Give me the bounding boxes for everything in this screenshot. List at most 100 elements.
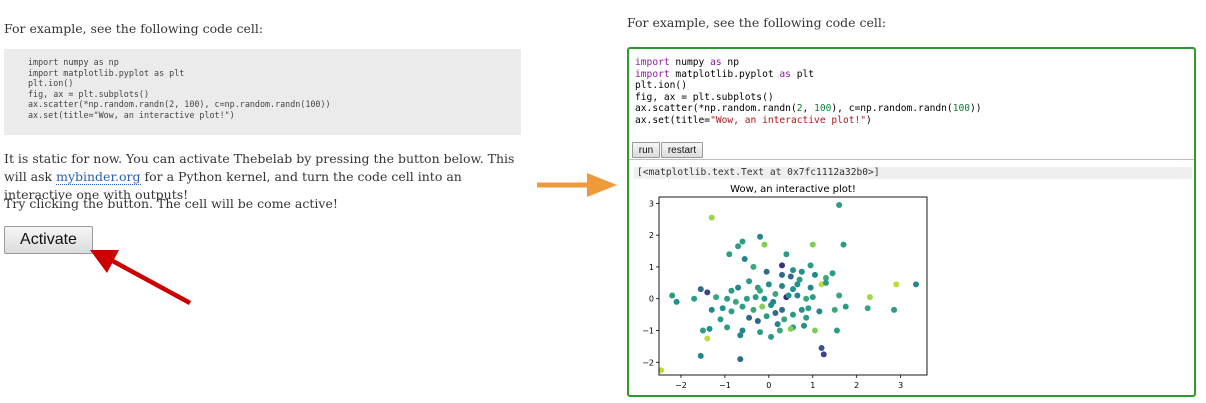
scatter-point (728, 287, 735, 294)
scatter-point (658, 367, 665, 374)
scatter-point (737, 356, 744, 363)
scatter-point (798, 306, 805, 313)
scatter-point (719, 305, 726, 312)
scatter-point (726, 251, 733, 258)
y-tick-label: 1 (649, 263, 654, 272)
scatter-point (761, 241, 768, 248)
scatter-point (673, 298, 680, 305)
scatter-point (822, 275, 829, 282)
scatter-point (750, 306, 757, 313)
y-tick-label: 2 (649, 231, 654, 240)
scatter-point (836, 201, 843, 208)
scatter-point (811, 271, 818, 278)
code-line: import numpy as np (635, 57, 739, 68)
x-tick-label: 1 (810, 381, 815, 390)
code-line: fig, ax = plt.subplots() (635, 91, 774, 103)
scatter-point (866, 294, 873, 301)
scatter-point (717, 316, 724, 323)
scatter-point (829, 270, 836, 277)
plot-title: Wow, an interactive plot! (730, 184, 856, 195)
scatter-point (691, 295, 698, 302)
scatter-point (836, 292, 843, 299)
scatter-point (790, 267, 796, 274)
scatter-point (805, 305, 812, 312)
scatter-point (893, 281, 900, 288)
scatter-point (794, 292, 801, 299)
scatter-point (772, 290, 779, 297)
scatter-point (779, 262, 786, 269)
scatter-point (743, 295, 750, 302)
plot-frame (658, 196, 928, 376)
run-button[interactable]: run (632, 142, 660, 158)
scatter-point (763, 268, 770, 275)
scatter-point (772, 310, 779, 317)
x-tick-label: 0 (766, 381, 771, 390)
scatter-point (737, 332, 744, 339)
orange-arrow-icon (537, 173, 617, 197)
scatter-point (779, 283, 786, 289)
scatter-point (790, 311, 796, 318)
x-tick-label: 2 (854, 381, 859, 390)
scatter-point (822, 279, 829, 286)
intro-text-left: For example, see the following code cell… (4, 21, 264, 36)
scatter-point (809, 294, 816, 301)
scatter-point (708, 214, 715, 221)
scatter-point (774, 321, 781, 328)
y-tick-label: 3 (649, 199, 654, 208)
scatter-point (785, 292, 792, 299)
scatter-point (706, 325, 713, 332)
scatter-point (757, 329, 764, 336)
x-tick-label: −1 (719, 381, 731, 390)
restart-button[interactable]: restart (661, 142, 703, 158)
scatter-point (724, 295, 731, 302)
code-line: import matplotlib.pyplot as plt (28, 67, 185, 78)
scatter-point (739, 238, 746, 245)
scatter-point (807, 284, 814, 291)
scatter-point (803, 295, 810, 302)
code-line: import matplotlib.pyplot as plt (635, 68, 815, 80)
scatter-point (796, 276, 803, 283)
scatter-point (787, 325, 794, 332)
code-line: plt.ion() (635, 80, 687, 91)
scatter-point (697, 286, 704, 293)
scatter-point (739, 303, 746, 310)
scatter-point (757, 287, 764, 294)
scatter-point (741, 255, 748, 262)
scatter-point (864, 305, 871, 312)
scatter-point (735, 243, 742, 250)
scatter-point (763, 313, 770, 320)
scatter-point (728, 308, 735, 315)
scatter-point (746, 314, 753, 321)
code-line: plt.ion() (28, 78, 74, 89)
scatter-point (724, 324, 731, 331)
static-code-block: import numpy as np import matplotlib.pyp… (4, 49, 521, 135)
scatter-point (761, 295, 768, 302)
scatter-point (746, 278, 753, 285)
activate-button[interactable]: Activate (4, 226, 93, 254)
scatter-point (781, 316, 788, 323)
code-line: ax.set(title="Wow, an interactive plot!"… (28, 109, 235, 120)
scatter-point (739, 327, 746, 334)
code-editor[interactable]: import numpy as np import matplotlib.pyp… (635, 57, 982, 126)
scatter-point (811, 327, 818, 334)
mybinder-link[interactable]: mybinder.org (56, 169, 141, 185)
x-tick-label: −2 (675, 381, 687, 390)
scatter-point (770, 298, 777, 305)
static-code-text: import numpy as np import matplotlib.pyp… (4, 49, 521, 121)
scatter-point (752, 294, 759, 301)
intro-text-right: For example, see the following code cell… (627, 15, 887, 30)
scatter-point (697, 352, 704, 359)
scatter-point (704, 289, 711, 296)
scatter-point (803, 314, 810, 321)
scatter-point (816, 308, 823, 315)
static-explanation-part1: It is static for now. You can activate T… (4, 151, 515, 184)
scatter-point (800, 322, 807, 329)
scatter-point (779, 306, 786, 313)
try-clicking-text: Try clicking the button. The cell will b… (4, 196, 338, 211)
scatter-point (783, 251, 790, 258)
scatter-plot: Wow, an interactive plot! −2 −1 0 1 2 3 −2 −1 0 1… (642, 184, 928, 390)
scatter-point (735, 284, 742, 291)
scatter-point (732, 298, 739, 305)
scatter-point (913, 281, 920, 288)
static-explanation-part2: for a Python kernel, and turn the code c… (4, 169, 462, 202)
